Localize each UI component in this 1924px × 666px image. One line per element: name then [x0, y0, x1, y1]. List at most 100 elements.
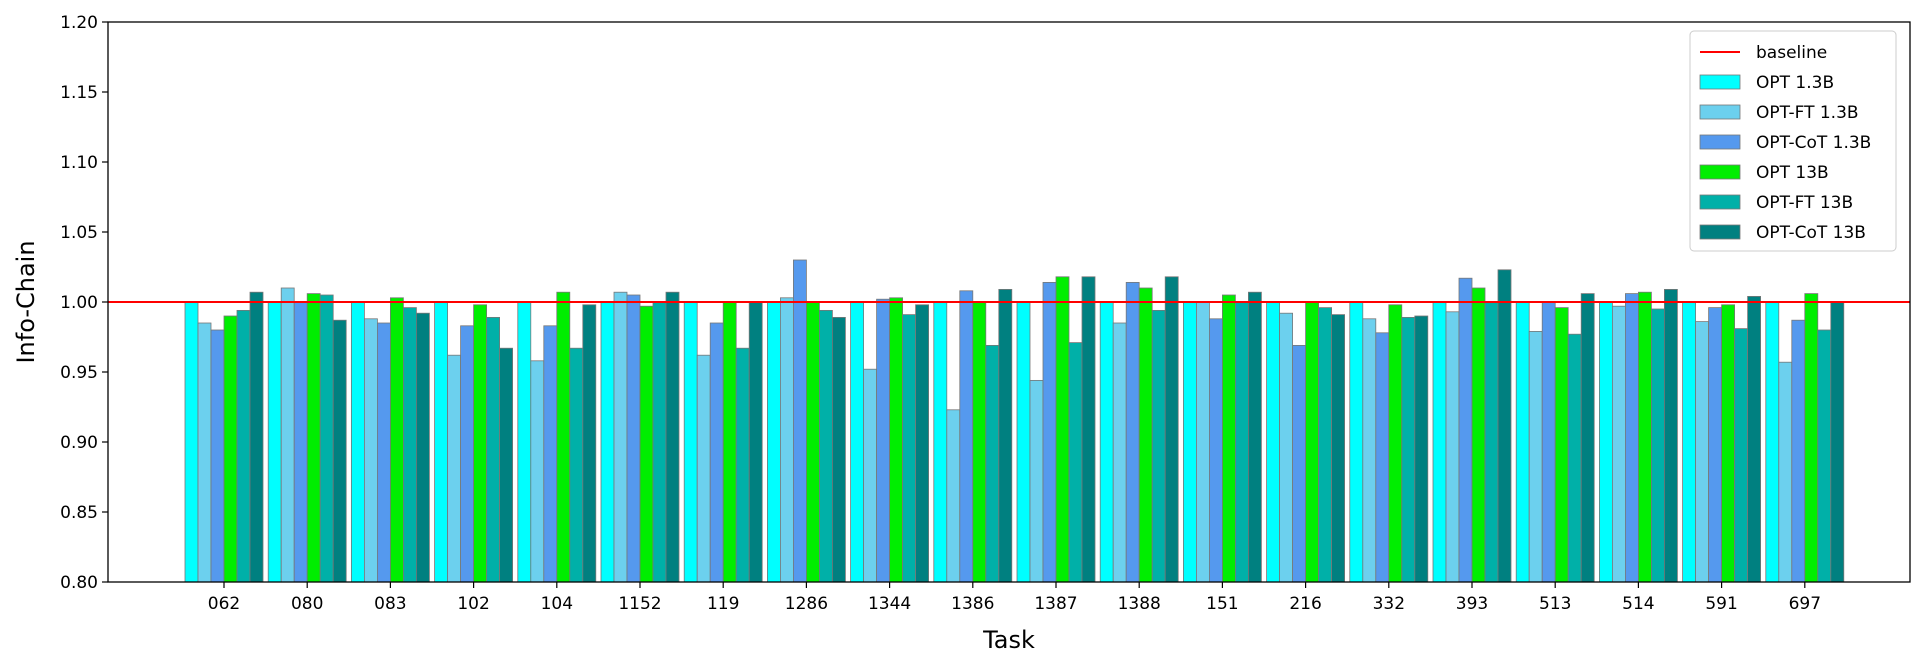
legend-swatch [1699, 224, 1741, 240]
bar [665, 291, 680, 583]
x-tick-label: 083 [374, 594, 406, 614]
bar [1625, 293, 1639, 583]
bar [780, 297, 794, 583]
bar [1401, 316, 1416, 583]
bar [1266, 301, 1280, 583]
bar [184, 301, 199, 583]
bar [1708, 307, 1722, 583]
bar [1292, 344, 1306, 583]
bar [1791, 319, 1806, 583]
bar [915, 304, 929, 583]
bar [293, 301, 308, 583]
bar [249, 291, 264, 583]
bar [1068, 342, 1083, 583]
x-tick-label: 1388 [1118, 594, 1161, 614]
bar [998, 288, 1013, 583]
x-tick-label: 104 [541, 594, 573, 614]
bar [1164, 276, 1179, 583]
legend-swatch [1699, 104, 1741, 120]
legend-label: OPT-FT 13B [1756, 193, 1853, 213]
y-tick-label: 0.95 [60, 363, 98, 383]
bar [1765, 301, 1780, 583]
bar [819, 309, 833, 583]
bar [613, 291, 628, 583]
x-tick-label: 514 [1622, 594, 1654, 614]
bar [223, 315, 238, 583]
bar [1138, 287, 1153, 583]
bar [1747, 295, 1761, 583]
bar [985, 344, 1000, 583]
bar [486, 316, 501, 583]
x-tick-label: 119 [707, 594, 739, 614]
bar [1331, 314, 1345, 583]
bar [350, 301, 365, 583]
bar [1515, 301, 1530, 583]
x-tick-label: 102 [457, 594, 489, 614]
bar [1222, 294, 1236, 583]
bar [1458, 277, 1473, 583]
bar [863, 368, 877, 583]
y-tick-label: 0.80 [60, 573, 98, 593]
x-tick-label: 591 [1705, 594, 1737, 614]
bar [748, 301, 763, 583]
legend-label: OPT 1.3B [1756, 73, 1834, 93]
y-tick-label: 1.10 [60, 153, 98, 173]
bar [499, 347, 514, 583]
bar [1388, 304, 1403, 583]
bar [1541, 301, 1556, 583]
legend-label: baseline [1756, 43, 1827, 63]
bar [1734, 328, 1748, 583]
bar [1055, 276, 1070, 583]
bar [1151, 309, 1166, 583]
legend-swatch [1699, 74, 1741, 90]
bar [1375, 332, 1390, 583]
x-tick-label: 1152 [618, 594, 661, 614]
legend-swatch [1699, 134, 1741, 150]
bar [793, 259, 807, 583]
bar [1528, 330, 1543, 583]
legend-label: OPT-FT 1.3B [1756, 103, 1859, 123]
bar [1235, 301, 1249, 583]
bar [902, 314, 916, 583]
bar [236, 309, 251, 583]
y-axis: 0.80 0.85 0.90 0.95 1.00 1.05 1.10 1.15 1.20 [60, 13, 108, 593]
x-tick-label: 151 [1206, 594, 1238, 614]
x-tick-label: 332 [1373, 594, 1405, 614]
bar [434, 301, 449, 583]
x-tick-label: 393 [1456, 594, 1488, 614]
x-tick-label: 062 [208, 594, 240, 614]
bar [1196, 301, 1210, 583]
bar [1830, 301, 1845, 583]
y-tick-label: 1.20 [60, 13, 98, 33]
bar [1081, 276, 1096, 583]
x-tick-label: 216 [1289, 594, 1321, 614]
x-tick-label: 1386 [951, 594, 994, 614]
bar [1682, 301, 1696, 583]
y-tick-label: 0.85 [60, 503, 98, 523]
bar [473, 304, 488, 583]
bar [1695, 321, 1709, 583]
bar [1349, 301, 1364, 583]
bar [1599, 301, 1613, 583]
bar [1042, 281, 1057, 583]
bar [197, 322, 212, 583]
bar [1305, 301, 1319, 583]
bar [447, 354, 462, 583]
bar [1362, 318, 1377, 583]
x-tick-label: 1286 [785, 594, 828, 614]
x-axis-label: Task [982, 626, 1035, 654]
bar [652, 301, 667, 583]
bar [210, 329, 225, 583]
legend: baseline OPT 1.3B OPT-FT 1.3B OPT-CoT 1.3B O… [1689, 30, 1897, 252]
bar [1567, 333, 1582, 583]
bar [1209, 318, 1223, 583]
x-tick-label: 1344 [868, 594, 911, 614]
bar [1580, 293, 1595, 583]
bar [1279, 312, 1293, 583]
x-tick-label: 697 [1789, 594, 1821, 614]
bar [1112, 322, 1127, 583]
legend-label: OPT-CoT 13B [1756, 223, 1866, 243]
bar [319, 294, 334, 583]
bar [1721, 304, 1735, 583]
